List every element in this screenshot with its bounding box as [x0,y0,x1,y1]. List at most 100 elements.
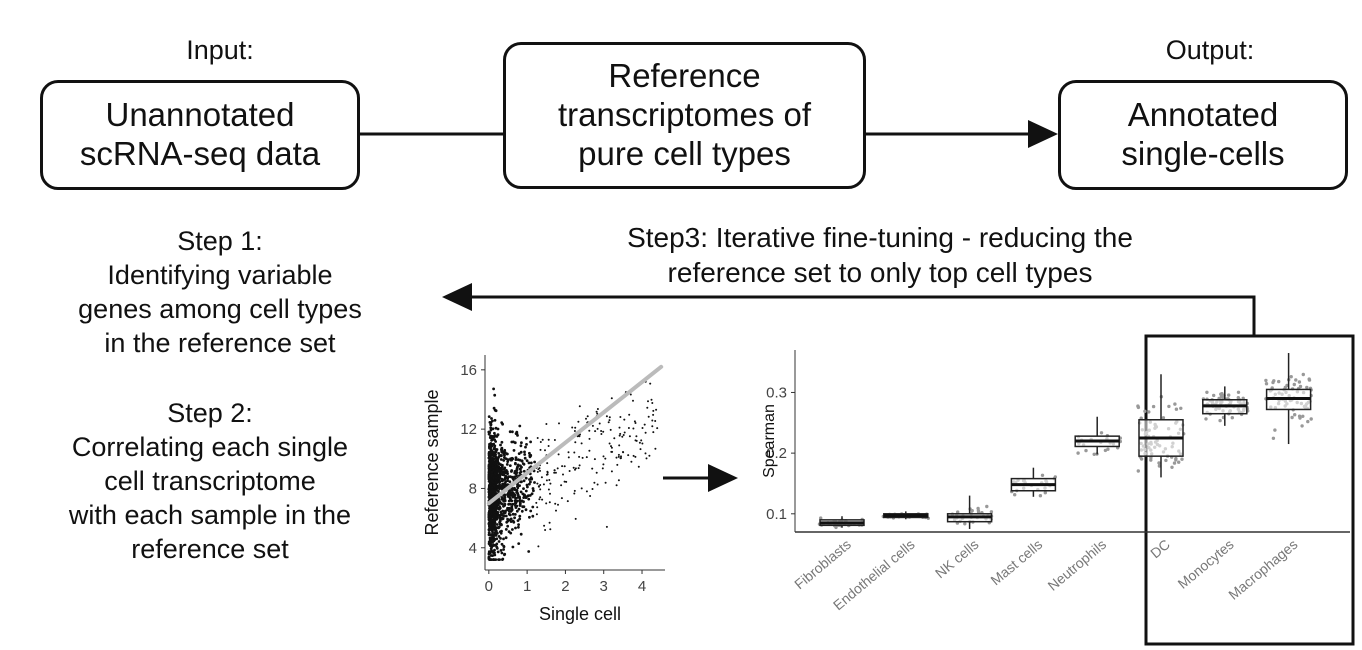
scatter-point [519,467,522,471]
scatter-point [596,483,599,486]
scatter-point [605,415,608,418]
scatter-point [487,555,491,559]
scatter-point [511,494,515,498]
scatter-point [619,432,622,435]
box-jitter-point [1204,417,1208,421]
scatter-point [519,470,523,474]
scatter-point [498,483,501,487]
scatter-point [500,496,504,499]
scatter-point [652,413,655,416]
scatter-y-tick-label: 4 [469,540,477,557]
scatter-point [502,504,505,508]
scatter-y-tick-label: 12 [460,421,477,438]
scatter-point [525,443,528,446]
scatter-point [602,430,605,433]
input-box: Unannotated scRNA-seq data [40,80,360,190]
scatter-point [500,551,504,555]
scatter-point [533,460,536,464]
scatter-point [503,493,507,497]
scatter-point [493,418,497,422]
scatter-point [506,477,509,480]
scatter-point [578,455,581,458]
scatter-point [502,499,506,503]
scatter-point [494,558,498,561]
step2-block: Step 2: Correlating each single cell tra… [0,396,420,566]
box-jitter-point [1149,458,1153,462]
box-dc [1136,374,1186,478]
scatter-point [618,426,621,429]
scatter-point [529,480,532,484]
scatter-point [487,551,491,555]
scatter-point [490,443,494,447]
scatter-point [573,430,576,432]
box-endothelial-cells [881,511,930,520]
scatter-point [500,446,504,450]
scatter-point [487,495,491,499]
scatter-point [578,435,581,438]
scatter-point [519,532,523,536]
scatter-point [652,409,655,412]
scatter-point [539,484,542,486]
scatter-point [487,415,491,418]
scatter-point [535,513,538,516]
scatter-point [610,470,613,473]
scatter-point [493,431,496,435]
scatter-point [501,485,505,489]
scatter-point [602,455,605,458]
scatter-point [655,408,658,411]
scatter-point [498,519,502,523]
scatter-point [553,469,556,472]
box-jitter-point [819,516,823,520]
scatter-point [652,431,655,434]
scatter-point [500,502,504,506]
scatter-point [489,543,493,547]
box-nk-cells [946,495,994,529]
scatter-point [494,476,498,479]
scatter-point [496,513,500,517]
step1-line: Identifying variable [107,260,333,291]
scatter-point [499,463,503,466]
scatter-point [500,542,504,546]
scatter-point [487,528,491,532]
scatter-point [501,422,504,426]
box-y-tick-label: 0.2 [766,445,787,462]
scatter-point [596,408,599,410]
scatter-point [507,502,510,506]
scatter-point [581,456,584,459]
scatter-point [563,480,566,483]
scatter-point [511,512,515,516]
scatter-point [645,457,648,460]
scatter-point [491,427,495,431]
scatter-point [593,481,596,484]
scatter-point [538,498,541,501]
scatter-point [508,430,512,434]
scatter-point [517,525,520,529]
scatter-point [499,454,503,457]
scatter-y-tick-label: 8 [469,480,477,497]
scatter-point [543,524,546,527]
scatter-point [492,476,495,480]
scatter-point [510,488,514,492]
box-jitter-point [1273,428,1277,432]
feedback-arrow-head [442,283,472,311]
scatter-point [514,526,517,530]
box-monocytes [1201,386,1250,426]
box-jitter-point [976,509,981,513]
scatter-point [523,456,527,460]
scatter-point [524,445,527,449]
scatter-point [527,497,531,501]
scatter-point [494,527,498,530]
box-jitter-point [1236,390,1241,394]
scatter-point [524,476,528,480]
scatter-point [539,448,542,451]
box-jitter-point [1309,417,1313,421]
scatter-point [488,467,492,471]
scatter-point [531,505,535,509]
scatter-point [490,494,494,498]
scatter-y-tick-label: 16 [460,362,477,379]
scatter-point [508,518,512,522]
scatter-point [641,427,644,429]
scatter-point [546,462,549,465]
scatter-point [489,523,492,527]
